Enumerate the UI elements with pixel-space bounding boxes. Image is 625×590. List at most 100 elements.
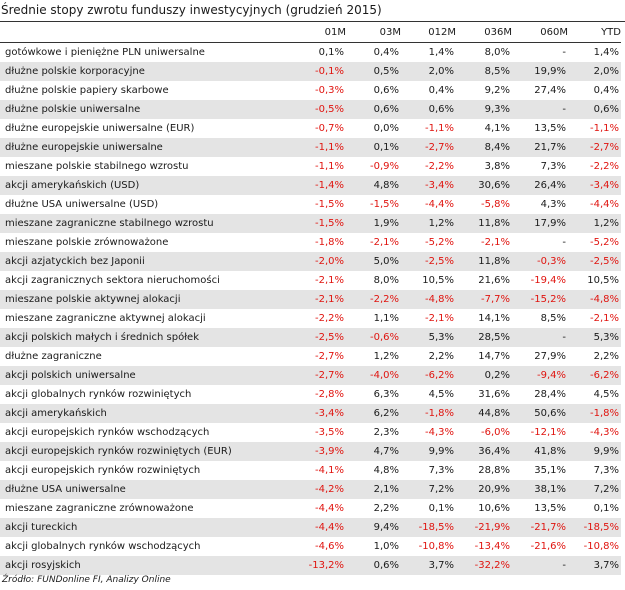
return-cell-060m: 13,5% (534, 503, 566, 514)
table-row: akcji amerykańskich -3,4% 6,2% -1,8% 44,8% 50… (0, 404, 621, 423)
return-cell-ytd: 5,3% (568, 328, 621, 347)
fund-category-name: dłużne europejskie uniwersalne (0, 138, 290, 157)
table-row: dłużne USA uniwersalne (USD) -1,5% -1,5% -4… (0, 195, 621, 214)
return-cell-012m: 2,0% (401, 62, 456, 81)
return-cell-01m: -2,7% (314, 351, 344, 362)
return-cell-03m: 6,2% (346, 404, 401, 423)
fund-category-name: akcji polskich uniwersalne (0, 366, 290, 385)
table-row: mieszane polskie zrównoważone -1,8% -2,1% -… (0, 233, 621, 252)
title-divider (0, 21, 625, 22)
return-cell-036m: -2,1% (480, 237, 510, 248)
return-cell-03m: 0,6% (373, 85, 399, 96)
return-cell-01m: -0,7% (314, 123, 344, 134)
table-row: akcji polskich małych i średnich spółek -… (0, 328, 621, 347)
return-cell-03m: 0,5% (346, 62, 401, 81)
return-cell-03m: 9,4% (346, 518, 401, 537)
return-cell-060m: -19,4% (530, 275, 566, 286)
return-cell-01m: -2,1% (290, 290, 346, 309)
return-cell-036m: 0,2% (456, 366, 512, 385)
return-cell-012m: 3,7% (401, 556, 456, 575)
fund-category-name: dłużne polskie papiery skarbowe (5, 85, 169, 96)
col-header-060m: 060M (512, 23, 568, 43)
table-row: akcji azjatyckich bez Japonii -2,0% 5,0% -2… (0, 252, 621, 271)
table-row: akcji rosyjskich -13,2% 0,6% 3,7% -32,2% -3,7… (0, 556, 621, 575)
return-cell-060m: - (562, 237, 566, 248)
table-row: akcji europejskich rynków rozwiniętych (… (0, 442, 621, 461)
return-cell-036m: 8,0% (484, 47, 510, 58)
return-cell-060m: - (562, 47, 566, 58)
table-row: gotówkowe i pieniężne PLN uniwersalne 0,1… (0, 43, 621, 63)
fund-category-name: dłużne polskie uniwersalne (0, 100, 290, 119)
return-cell-01m: -0,1% (290, 62, 346, 81)
return-cell-012m: -2,5% (401, 252, 456, 271)
return-cell-060m: 41,8% (512, 442, 568, 461)
fund-category-name: mieszane polskie stabilnego wzrostu (5, 161, 189, 172)
return-cell-01m: -4,1% (314, 465, 344, 476)
return-cell-01m: -3,9% (290, 442, 346, 461)
return-cell-012m: -10,8% (418, 541, 454, 552)
fund-category-name: akcji polskich małych i średnich spółek (0, 328, 290, 347)
return-cell-012m: -4,3% (424, 427, 454, 438)
fund-category-name: mieszane zagraniczne zrównoważone (5, 503, 194, 514)
return-cell-036m: 21,6% (478, 275, 510, 286)
return-cell-01m: -1,1% (314, 161, 344, 172)
fund-category-name: mieszane zagraniczne aktywnej alokacji (5, 313, 206, 324)
return-cell-036m: 9,2% (484, 85, 510, 96)
return-cell-060m: -21,6% (530, 541, 566, 552)
return-cell-012m: -2,2% (424, 161, 454, 172)
return-cell-060m: 17,9% (512, 214, 568, 233)
return-cell-012m: -2,7% (401, 138, 456, 157)
returns-table: 01M 03M 012M 036M 060M YTD gotówkowe i p… (0, 23, 621, 575)
return-cell-01m: -1,1% (290, 138, 346, 157)
return-cell-03m: 0,4% (373, 47, 399, 58)
fund-category-name: mieszane polskie aktywnej alokacji (0, 290, 290, 309)
table-row: dłużne europejskie uniwersalne -1,1% 0,1% -… (0, 138, 621, 157)
table-row: akcji globalnych rynków rozwiniętych -2,8… (0, 385, 621, 404)
fund-category-name: dłużne USA uniwersalne (USD) (5, 199, 159, 210)
return-cell-ytd: -2,2% (589, 161, 619, 172)
return-cell-060m: - (512, 100, 568, 119)
header-name-cell (0, 23, 290, 43)
return-cell-012m: -18,5% (401, 518, 456, 537)
return-cell-060m: 50,6% (512, 404, 568, 423)
return-cell-ytd: -2,1% (589, 313, 619, 324)
table-row: dłużne polskie papiery skarbowe -0,3% 0,6%… (0, 81, 621, 100)
return-cell-012m: -4,8% (401, 290, 456, 309)
table-row: dłużne polskie korporacyjne -0,1% 0,5% 2,0%… (0, 62, 621, 81)
return-cell-03m: 1,1% (373, 313, 399, 324)
return-cell-03m: -1,5% (369, 199, 399, 210)
fund-category-name: dłużne USA uniwersalne (0, 480, 290, 499)
table-row: dłużne polskie uniwersalne -0,5% 0,6% 0,6% 9… (0, 100, 621, 119)
return-cell-01m: -0,3% (314, 85, 344, 96)
return-cell-060m: -15,2% (512, 290, 568, 309)
return-cell-036m: -32,2% (456, 556, 512, 575)
table-row: dłużne zagraniczne -2,7% 1,2% 2,2% 14,7% 27,9… (0, 347, 621, 366)
return-cell-ytd: 2,2% (593, 351, 619, 362)
return-cell-ytd: 4,5% (593, 389, 619, 400)
fund-category-name: akcji europejskich rynków rozwiniętych (5, 465, 201, 476)
return-cell-036m: 3,8% (484, 161, 510, 172)
return-cell-060m: 26,4% (512, 176, 568, 195)
fund-category-name: dłużne polskie korporacyjne (0, 62, 290, 81)
return-cell-03m: 1,2% (373, 351, 399, 362)
return-cell-012m: 1,2% (401, 214, 456, 233)
return-cell-03m: 0,6% (346, 556, 401, 575)
return-cell-ytd: -2,5% (568, 252, 621, 271)
fund-category-name: akcji europejskich rynków wschodzących (5, 427, 210, 438)
fund-category-name: akcji globalnych rynków rozwiniętych (5, 389, 192, 400)
table-row: akcji tureckich -4,4% 9,4% -18,5% -21,9% -21,… (0, 518, 621, 537)
table-body: gotówkowe i pieniężne PLN uniwersalne 0,1… (0, 43, 621, 575)
return-cell-03m: 5,0% (346, 252, 401, 271)
return-cell-036m: 11,8% (456, 252, 512, 271)
return-cell-012m: -2,1% (424, 313, 454, 324)
return-cell-03m: 6,3% (373, 389, 399, 400)
return-cell-060m: 7,3% (540, 161, 566, 172)
return-cell-03m: -2,2% (346, 290, 401, 309)
table-row: akcji europejskich rynków wschodzących -3… (0, 423, 621, 442)
return-cell-012m: 7,3% (428, 465, 454, 476)
return-cell-ytd: -4,4% (589, 199, 619, 210)
return-cell-060m: 27,9% (534, 351, 566, 362)
return-cell-03m: 4,8% (346, 176, 401, 195)
return-cell-012m: 2,2% (428, 351, 454, 362)
return-cell-036m: -6,0% (480, 427, 510, 438)
